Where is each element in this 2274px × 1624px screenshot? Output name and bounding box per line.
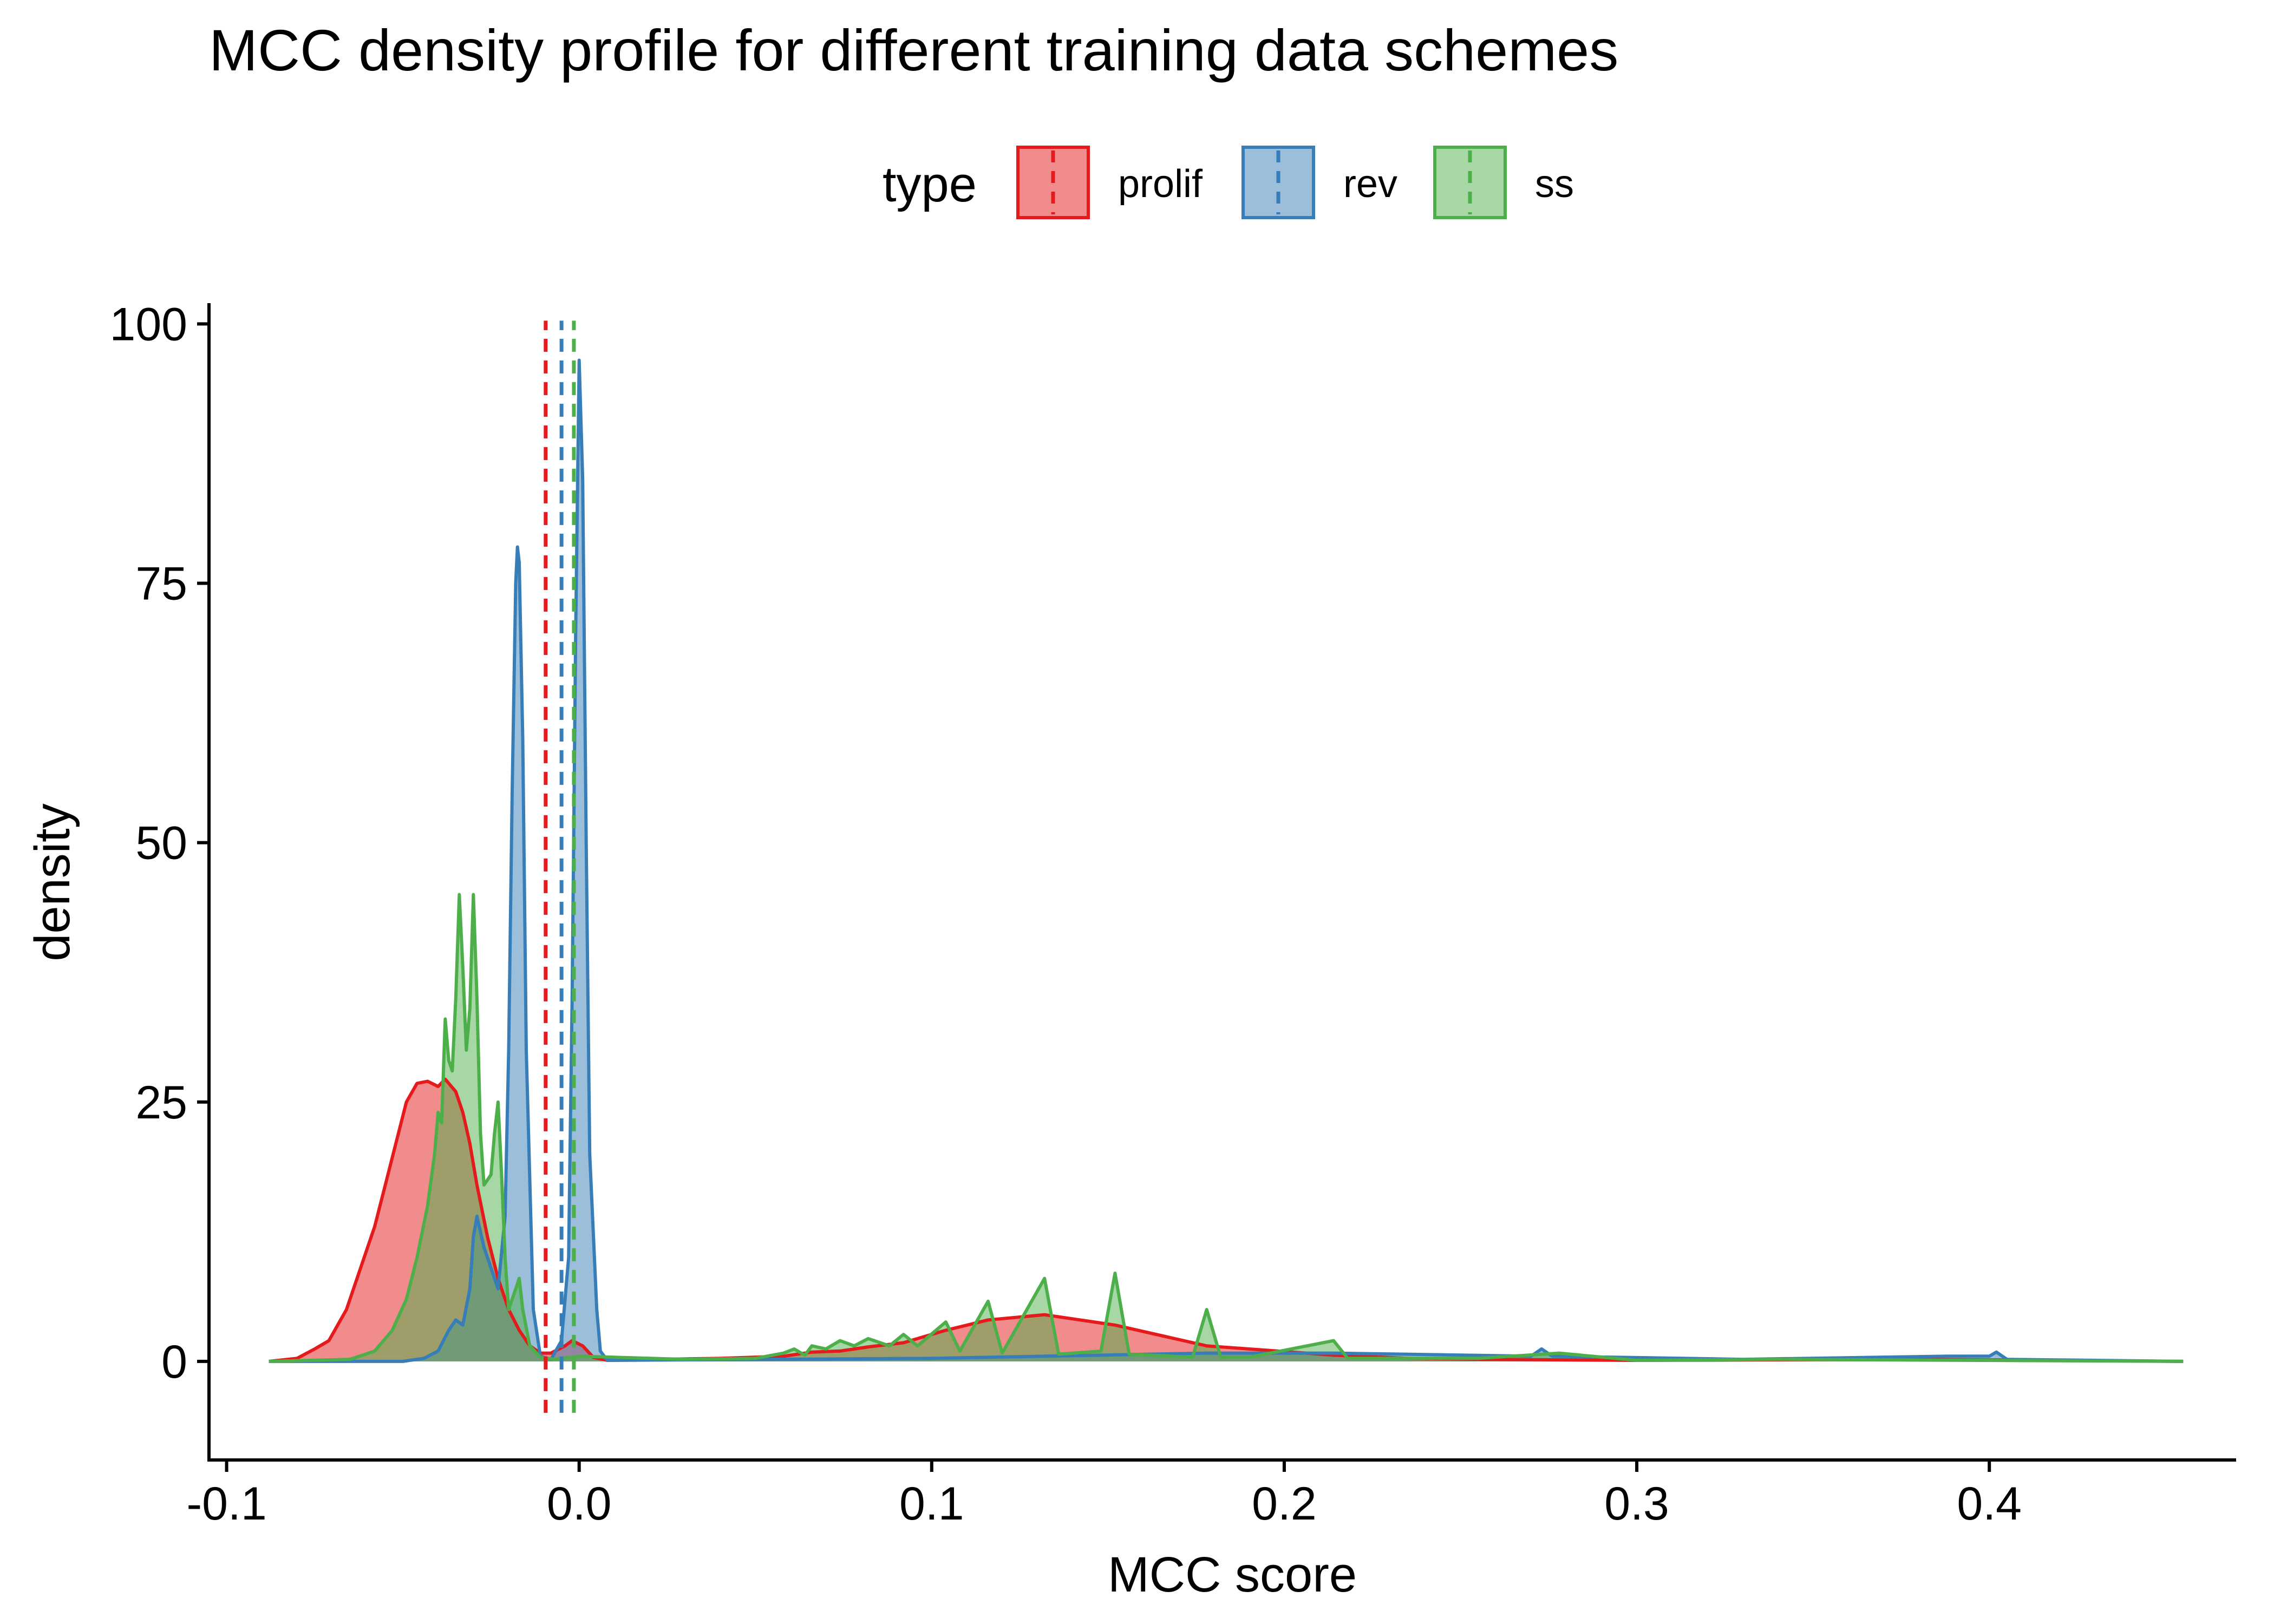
y-axis-label: density	[25, 803, 80, 961]
density-area-ss	[269, 894, 2184, 1361]
legend-label-rev: rev	[1343, 162, 1397, 206]
y-tick-label: 0	[161, 1336, 187, 1388]
density-areas	[269, 360, 2184, 1361]
legend: type prolif rev ss	[883, 146, 1574, 219]
legend-item-prolif: prolif	[1016, 146, 1203, 219]
y-tick-label: 50	[135, 817, 187, 869]
x-tick-label: 0.2	[1252, 1478, 1317, 1530]
x-tick-label: -0.1	[186, 1478, 266, 1530]
chart-title: MCC density profile for different traini…	[209, 17, 1618, 83]
density-line-ss	[269, 893, 2184, 1363]
mean-lines	[544, 320, 576, 1413]
x-tick-label: 0.3	[1604, 1478, 1669, 1530]
density-lines	[269, 358, 2184, 1363]
density-area-rev	[269, 360, 2184, 1361]
x-axis-label: MCC score	[1108, 1547, 1357, 1602]
legend-label-prolif: prolif	[1118, 162, 1203, 206]
density-line-prolif	[269, 1077, 2184, 1363]
density-line-rev	[269, 358, 2184, 1363]
y-tick-label: 100	[110, 298, 188, 350]
density-area-prolif	[269, 1079, 2184, 1361]
x-tick-label: 0.0	[547, 1478, 612, 1530]
legend-item-rev: rev	[1241, 146, 1397, 219]
x-ticks: -0.1 0.0 0.1 0.2 0.3 0.4	[186, 1460, 2022, 1530]
legend-title: type	[883, 157, 977, 212]
y-ticks: 0 25 50 75 100	[110, 298, 209, 1388]
legend-item-ss: ss	[1433, 146, 1574, 219]
plot-area	[269, 320, 2184, 1413]
x-tick-label: 0.1	[899, 1478, 964, 1530]
y-tick-label: 75	[135, 558, 187, 610]
legend-label-ss: ss	[1535, 162, 1574, 206]
x-tick-label: 0.4	[1957, 1478, 2022, 1530]
y-tick-label: 25	[135, 1077, 187, 1129]
axes: -0.1 0.0 0.1 0.2 0.3 0.4 0 25 50 75 100	[110, 298, 2236, 1530]
